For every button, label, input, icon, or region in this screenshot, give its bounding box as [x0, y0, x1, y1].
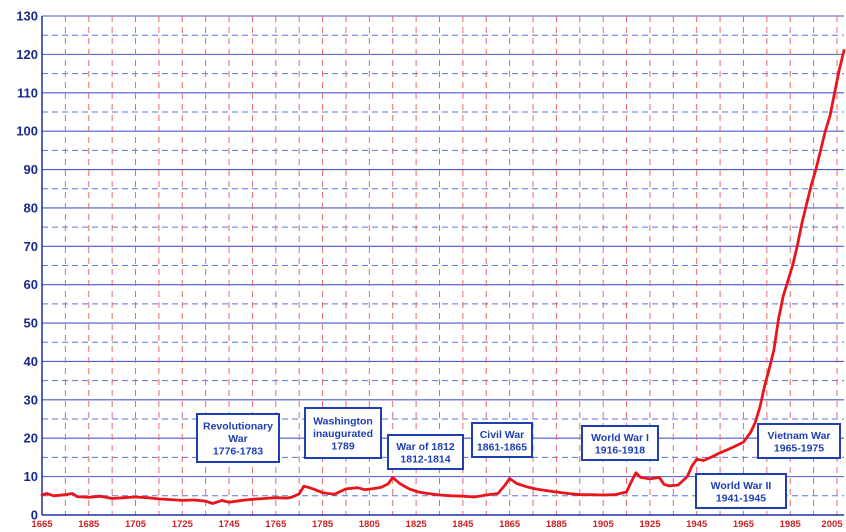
annotation-frame [471, 422, 533, 458]
annotation-label: World War I [591, 432, 649, 444]
y-tick-label: 110 [17, 85, 38, 100]
annotation-frame [757, 423, 841, 459]
x-tick-label: 1985 [780, 519, 802, 530]
x-tick-label: 1685 [78, 519, 100, 530]
y-tick-label: 20 [24, 431, 38, 446]
x-tick-label: 1965 [733, 519, 755, 530]
annotation-label: World War II [711, 480, 772, 492]
y-tick-label: 30 [24, 392, 38, 407]
x-tick-label: 1885 [546, 519, 568, 530]
x-tick-label: 1745 [218, 519, 240, 530]
chart-grid [41, 15, 844, 516]
y-tick-label: 80 [24, 200, 38, 215]
annotation-label: 1861-1865 [477, 441, 527, 453]
annotation-label: War of 1812 [396, 441, 455, 453]
chart-axes [41, 16, 844, 516]
annotation-label: War [228, 433, 247, 445]
x-tick-label: 1925 [639, 519, 661, 530]
annotation-label: 1941-1945 [716, 492, 766, 504]
y-tick-label: 10 [24, 469, 38, 484]
x-tick-label: 1725 [172, 519, 194, 530]
x-tick-label: 1865 [499, 519, 521, 530]
chart-series [40, 49, 846, 505]
y-tick-label: 50 [24, 316, 38, 331]
annotation-frame [304, 407, 382, 459]
y-tick-label: 40 [24, 354, 38, 369]
y-axis-ticks: 0 10 20 30 40 50 60 70 80 90 100 110 120 130 [16, 9, 38, 523]
series-line [40, 49, 846, 505]
x-tick-label: 1765 [265, 519, 287, 530]
annotation-label: inaugurated [313, 428, 373, 440]
annotation-frame [581, 425, 659, 461]
annotation-frame [387, 434, 464, 470]
x-tick-label: 1785 [312, 519, 334, 530]
annotation-label: 1916-1918 [595, 444, 645, 456]
x-tick-label: 1665 [31, 519, 53, 530]
annotation-label: 1965-1975 [774, 442, 824, 454]
annotation-frame [695, 473, 787, 509]
annotation-label: Civil War [480, 429, 525, 441]
x-tick-label: 1905 [593, 519, 615, 530]
x-tick-label: 1705 [125, 519, 147, 530]
y-tick-label: 100 [16, 124, 38, 139]
annotation-label: Vietnam War [767, 430, 830, 442]
x-tick-label: 2005 [821, 519, 843, 530]
annotation-label: Washington [313, 416, 373, 428]
annotation-label: Revolutionary [203, 421, 273, 433]
y-tick-label: 70 [24, 239, 38, 254]
y-tick-label: 130 [16, 9, 38, 24]
annotation-frame [196, 413, 280, 463]
y-tick-label: 60 [24, 277, 38, 292]
y-tick-label: 0 [31, 508, 38, 523]
annotation-label: 1776-1783 [213, 446, 263, 458]
x-tick-label: 1945 [686, 519, 708, 530]
x-tick-label: 1845 [452, 519, 474, 530]
x-tick-label: 1805 [359, 519, 381, 530]
annotation-label: 1812-1814 [400, 453, 450, 465]
y-tick-label: 90 [24, 162, 38, 177]
y-tick-label: 120 [16, 47, 38, 62]
x-tick-label: 1825 [406, 519, 428, 530]
annotation-label: 1789 [331, 441, 355, 453]
x-axis-ticks: 1665 1685 1705 1725 1745 1765 1785 1805 1825 1845… [31, 519, 843, 530]
